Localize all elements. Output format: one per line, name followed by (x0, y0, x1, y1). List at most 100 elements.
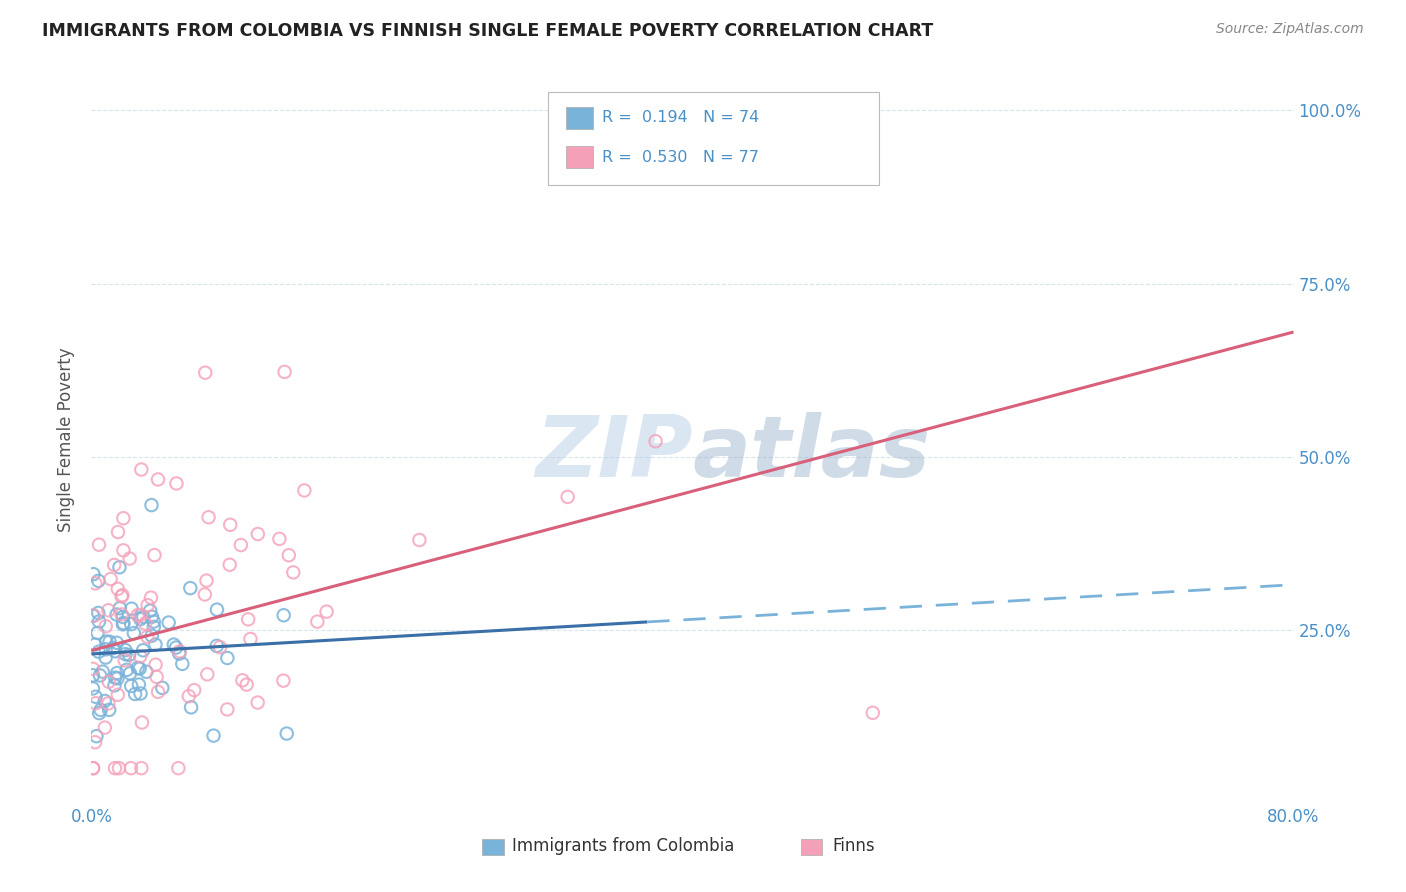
FancyBboxPatch shape (548, 92, 879, 185)
Point (82, 662, 104, 676)
Point (82, 681, 104, 696)
Point (84, 638, 107, 652)
Point (134, 616, 156, 631)
Point (107, 582, 129, 596)
Bar (800, 839, 823, 855)
Point (136, 630, 159, 644)
Text: ZIP: ZIP (534, 412, 692, 495)
Point (197, 510, 219, 524)
Point (87, 606, 110, 620)
Point (94, 619, 117, 633)
Point (83, 608, 105, 623)
Point (276, 726, 298, 740)
Point (97, 697, 120, 711)
Point (97, 603, 120, 617)
Point (108, 601, 131, 615)
Point (121, 601, 143, 615)
Point (107, 672, 129, 686)
Point (128, 677, 150, 691)
Point (128, 662, 150, 676)
Text: R =  0.530   N = 77: R = 0.530 N = 77 (602, 150, 759, 165)
Point (124, 687, 146, 701)
Point (120, 761, 142, 775)
Bar (482, 839, 503, 855)
Point (132, 643, 155, 657)
Point (229, 538, 252, 552)
Point (132, 610, 155, 624)
Point (120, 617, 142, 632)
Point (163, 638, 186, 652)
Point (205, 602, 228, 616)
Point (112, 511, 135, 525)
Point (118, 666, 141, 681)
Text: Immigrants from Colombia: Immigrants from Colombia (512, 838, 734, 855)
Point (139, 591, 162, 605)
Point (307, 615, 329, 629)
Point (118, 551, 141, 566)
Text: Source: ZipAtlas.com: Source: ZipAtlas.com (1216, 22, 1364, 37)
Point (315, 605, 337, 619)
Point (141, 498, 163, 512)
Point (111, 610, 134, 624)
Point (135, 665, 157, 679)
Point (98, 703, 121, 717)
Point (122, 626, 145, 640)
Point (194, 366, 217, 380)
Point (114, 647, 136, 661)
Point (107, 524, 129, 539)
Point (105, 636, 128, 650)
Point (217, 702, 239, 716)
Point (90, 703, 112, 717)
Point (277, 548, 299, 562)
Point (183, 683, 205, 698)
Point (82, 761, 104, 775)
Point (120, 679, 142, 693)
Point (145, 657, 167, 672)
Point (142, 620, 165, 634)
Point (129, 607, 152, 622)
Bar (567, 146, 593, 169)
Point (172, 657, 194, 671)
Point (82, 668, 104, 682)
Point (112, 543, 135, 558)
Point (111, 617, 134, 632)
Point (103, 678, 125, 692)
Point (82, 567, 104, 582)
Point (84, 735, 107, 749)
Point (165, 640, 187, 655)
Point (104, 671, 127, 685)
Point (87, 615, 110, 629)
Point (143, 548, 166, 562)
Point (273, 365, 295, 379)
Point (217, 651, 239, 665)
Point (180, 700, 202, 714)
Point (82, 608, 104, 623)
Point (108, 761, 131, 775)
Point (110, 590, 132, 604)
Point (145, 670, 167, 684)
Point (94, 642, 117, 657)
Point (145, 638, 167, 652)
Point (141, 609, 163, 624)
Point (269, 532, 291, 546)
Point (862, 706, 884, 720)
Point (273, 608, 295, 623)
Point (104, 644, 127, 658)
Text: R =  0.194   N = 74: R = 0.194 N = 74 (602, 111, 759, 126)
Point (89, 706, 111, 720)
Point (231, 673, 253, 688)
Point (177, 689, 200, 703)
Bar (567, 107, 593, 128)
Point (129, 649, 152, 664)
Point (179, 581, 201, 595)
Point (87, 574, 110, 588)
Point (114, 653, 136, 667)
Point (557, 490, 579, 504)
Point (292, 483, 315, 498)
Point (94, 650, 117, 665)
Text: IMMIGRANTS FROM COLOMBIA VS FINNISH SINGLE FEMALE POVERTY CORRELATION CHART: IMMIGRANTS FROM COLOMBIA VS FINNISH SING… (42, 22, 934, 40)
Point (127, 608, 149, 623)
Point (84, 696, 107, 710)
Point (139, 604, 162, 618)
Text: Finns: Finns (832, 838, 875, 855)
